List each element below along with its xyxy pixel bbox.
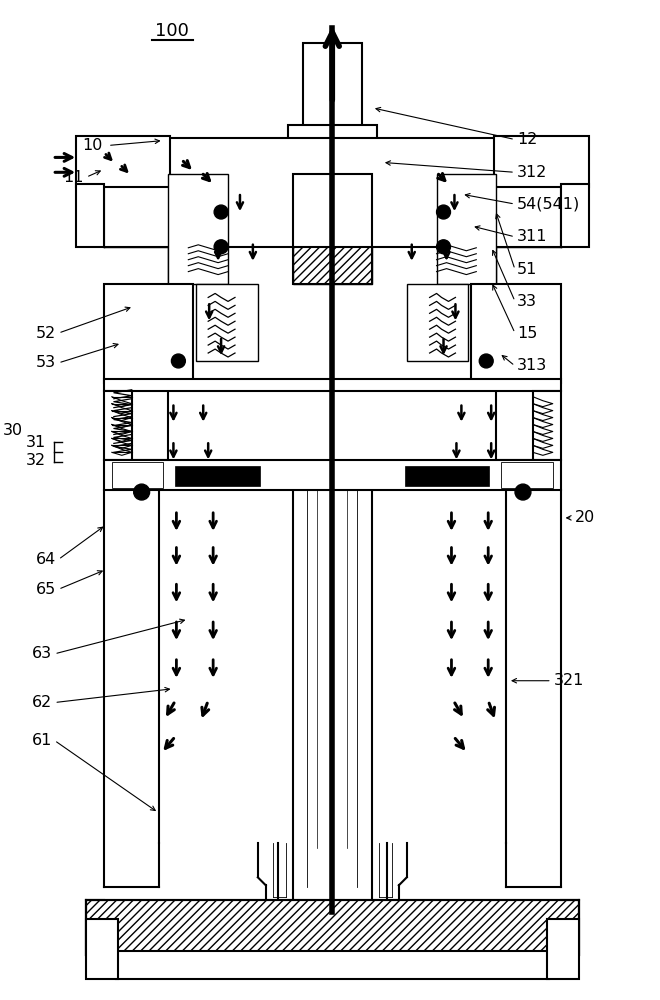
Text: 33: 33 (517, 294, 537, 309)
Text: 51: 51 (517, 262, 537, 277)
Circle shape (172, 354, 185, 368)
Bar (544, 138, 585, 185)
Bar (104, 379, 561, 391)
Text: 15: 15 (517, 326, 537, 341)
Text: 10: 10 (82, 138, 103, 153)
Text: 52: 52 (36, 326, 56, 341)
Bar (86, 900, 579, 955)
Text: 64: 64 (36, 552, 56, 567)
Bar (104, 284, 193, 383)
Circle shape (214, 240, 228, 254)
Bar (496, 138, 536, 185)
Bar (104, 391, 132, 460)
Bar (116, 951, 548, 979)
Bar (176, 466, 260, 486)
Bar (533, 391, 561, 460)
Text: 54(541): 54(541) (517, 197, 580, 212)
Text: 20: 20 (575, 510, 595, 525)
Text: 63: 63 (32, 646, 52, 661)
Bar (561, 184, 589, 247)
Bar (471, 284, 561, 383)
Bar (76, 184, 104, 247)
Text: 313: 313 (517, 358, 547, 373)
Bar (302, 43, 362, 128)
Bar (136, 138, 166, 185)
Bar (168, 174, 228, 284)
Text: 312: 312 (517, 165, 547, 180)
Text: 32: 32 (26, 453, 46, 468)
Bar (546, 919, 579, 979)
Bar (563, 186, 585, 245)
Circle shape (479, 354, 493, 368)
Text: 53: 53 (36, 355, 56, 370)
Bar (196, 284, 258, 361)
Bar (86, 900, 579, 955)
Bar (78, 138, 98, 185)
Text: 311: 311 (517, 229, 548, 244)
Text: 30: 30 (3, 423, 22, 438)
Bar (405, 466, 489, 486)
Text: 31: 31 (26, 435, 46, 450)
Bar (308, 46, 357, 125)
Bar (436, 174, 496, 284)
Bar (407, 284, 469, 361)
Bar (292, 174, 372, 284)
Bar (288, 125, 377, 143)
Bar (112, 462, 164, 488)
Bar (86, 919, 118, 979)
Text: 62: 62 (32, 695, 52, 710)
Text: 321: 321 (554, 673, 584, 688)
Text: 61: 61 (32, 733, 52, 748)
Bar (104, 460, 561, 490)
Bar (292, 174, 372, 284)
Text: 100: 100 (154, 22, 188, 40)
Bar (494, 136, 589, 187)
Text: 11: 11 (63, 170, 84, 185)
Circle shape (515, 484, 531, 500)
Circle shape (214, 205, 228, 219)
Bar (501, 462, 553, 488)
Text: 12: 12 (517, 132, 537, 147)
Circle shape (436, 205, 451, 219)
Bar (78, 186, 100, 245)
Text: 65: 65 (36, 582, 56, 597)
Bar (76, 136, 170, 187)
Circle shape (436, 240, 451, 254)
Bar (104, 138, 561, 247)
Circle shape (134, 484, 150, 500)
